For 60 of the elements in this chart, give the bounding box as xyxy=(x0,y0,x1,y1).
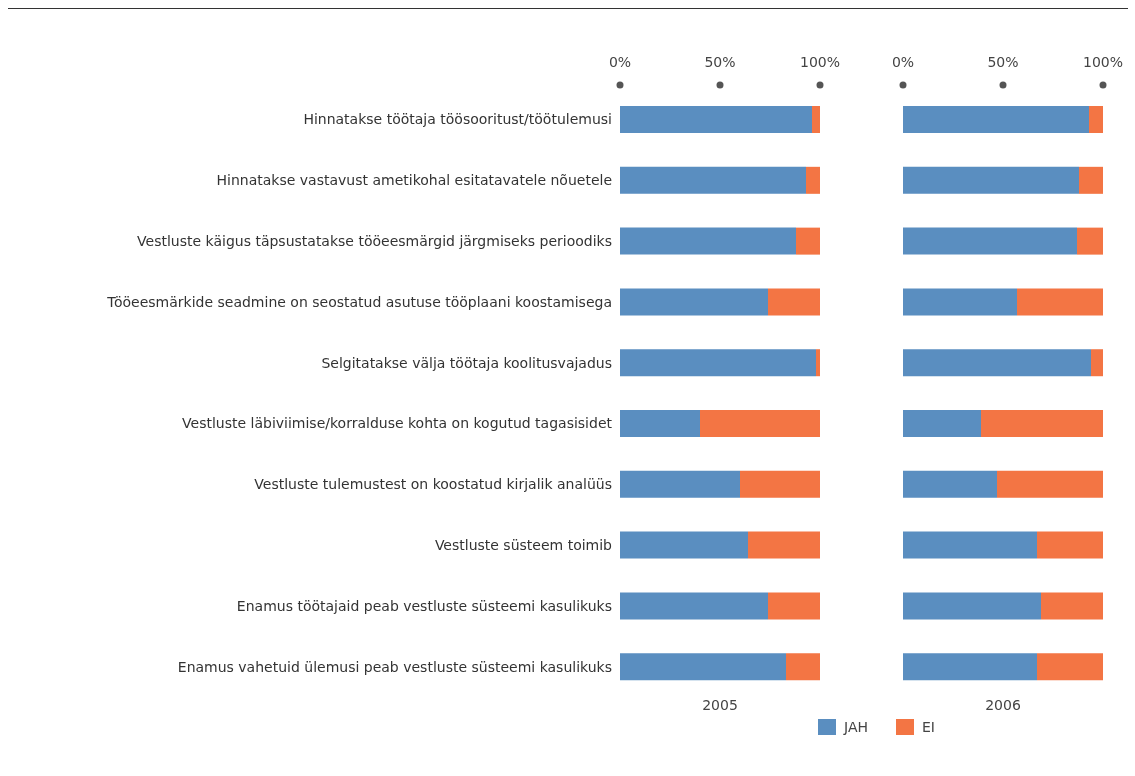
bar xyxy=(796,227,820,255)
bar xyxy=(903,227,1077,255)
bar xyxy=(806,166,820,194)
bar xyxy=(1079,166,1103,194)
legend-label: JAH xyxy=(844,719,868,735)
y-tick-label: Vestluste tulemustest on koostatud kirjalik analüüs xyxy=(254,476,612,493)
bar xyxy=(1037,531,1103,559)
bar xyxy=(1037,653,1103,681)
bar xyxy=(620,349,816,377)
bar xyxy=(1091,349,1103,377)
bar xyxy=(816,349,820,377)
bar xyxy=(903,531,1037,559)
bar xyxy=(620,531,748,559)
legend-label: EI xyxy=(922,719,935,735)
bar xyxy=(812,106,820,134)
bar xyxy=(981,410,1103,438)
y-tick-label: Tööeesmärkide seadmine on seostatud asutuse tööplaani koostamisega xyxy=(106,293,612,310)
x-tick-label: 50% xyxy=(987,54,1019,70)
bar xyxy=(997,470,1103,498)
bar xyxy=(1089,106,1103,134)
bar xyxy=(903,349,1091,377)
y-tick-label: Vestluste süsteem toimib xyxy=(434,536,613,553)
bar xyxy=(903,410,981,438)
y-tick-label: Selgitatakse välja töötaja koolitusvajadus xyxy=(321,354,612,371)
bar xyxy=(620,166,806,194)
bar xyxy=(903,106,1089,134)
bar xyxy=(1077,227,1103,255)
bar xyxy=(748,531,820,559)
bar xyxy=(903,470,997,498)
bar xyxy=(620,288,768,316)
bar xyxy=(620,653,786,681)
bar xyxy=(1017,288,1103,316)
x-tick-label: 100% xyxy=(1082,54,1124,70)
bar xyxy=(620,106,812,134)
y-tick-label: Enamus töötajaid peab vestluste süsteemi kasulikuks xyxy=(236,597,612,614)
x-axis-title: 2005 xyxy=(701,697,739,713)
bar xyxy=(700,410,820,438)
y-tick-label: Vestluste käigus täpsustatakse tööeesmärgid järgmiseks perioodiks xyxy=(137,232,612,249)
bar xyxy=(620,470,740,498)
bar xyxy=(620,227,796,255)
bar xyxy=(768,592,820,620)
y-tick-label: Hinnatakse vastavust ametikohal esitatavatele nõuetele xyxy=(216,172,612,189)
x-tick-label: 100% xyxy=(799,54,841,70)
bar xyxy=(1041,592,1103,620)
bar xyxy=(620,410,700,438)
bar xyxy=(786,653,820,681)
bar xyxy=(768,288,820,316)
y-tick-label: Vestluste läbiviimise/korralduse kohta on kogutud tagasisidet xyxy=(182,415,613,432)
x-tick-label: 0% xyxy=(891,54,915,70)
x-axis-title: 2006 xyxy=(984,697,1022,713)
x-tick-label: 50% xyxy=(704,54,736,70)
bar xyxy=(903,653,1037,681)
bar xyxy=(903,592,1041,620)
bar xyxy=(903,288,1017,316)
y-tick-label: Enamus vahetuid ülemusi peab vestluste süsteemi kasulikuks xyxy=(177,658,612,675)
bar xyxy=(620,592,768,620)
x-tick-label: 0% xyxy=(608,54,632,70)
bar xyxy=(740,470,820,498)
bar xyxy=(903,166,1079,194)
y-tick-label: Hinnatakse töötaja töösooritust/töötulemusi xyxy=(303,111,612,128)
